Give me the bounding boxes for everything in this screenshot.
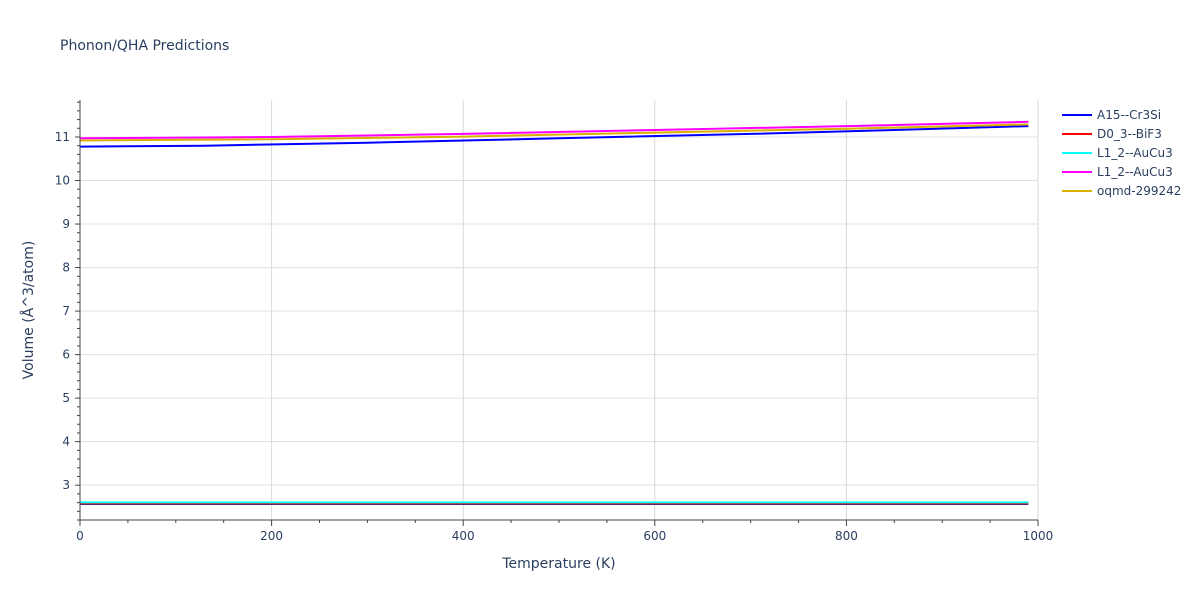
y-tick-label: 9 xyxy=(62,217,70,231)
x-tick-label: 400 xyxy=(452,529,475,543)
y-axis-title: Volume (Å^3/atom) xyxy=(20,241,37,380)
y-tick-label: 3 xyxy=(62,478,70,492)
legend-item[interactable]: L1_2--AuCu3 xyxy=(1062,165,1173,179)
x-tick-label: 200 xyxy=(260,529,283,543)
y-tick-label: 8 xyxy=(62,261,70,275)
x-axis-title: Temperature (K) xyxy=(501,556,615,572)
x-tick-label: 0 xyxy=(76,529,84,543)
y-tick-label: 4 xyxy=(62,435,70,449)
legend-label: L1_2--AuCu3 xyxy=(1097,146,1173,160)
series-line-1[interactable] xyxy=(79,125,1029,148)
legend-item[interactable]: oqmd-299242 xyxy=(1062,184,1181,198)
legend-label: L1_2--AuCu3 xyxy=(1097,165,1173,179)
legend-item[interactable]: D0_3--BiF3 xyxy=(1062,127,1162,141)
y-tick-label: 6 xyxy=(62,348,70,362)
grid xyxy=(80,100,1039,520)
legend-item[interactable]: L1_2--AuCu3 xyxy=(1062,146,1173,160)
legend[interactable]: A15--Cr3Si D0_3--BiF3 L1_2--AuCu3 L1_2--AuC… xyxy=(1062,108,1181,198)
y-tick-label: 7 xyxy=(62,304,70,318)
y-tick-label: 10 xyxy=(55,174,70,188)
series-line-4[interactable] xyxy=(79,120,1029,140)
plot-area[interactable] xyxy=(79,120,1029,505)
x-tick-label: 800 xyxy=(835,529,858,543)
legend-label: A15--Cr3Si xyxy=(1097,108,1161,122)
legend-label: D0_3--BiF3 xyxy=(1097,127,1162,141)
series-line-5[interactable] xyxy=(79,123,1029,142)
x-tick-label: 1000 xyxy=(1023,529,1054,543)
y-tick-label: 5 xyxy=(62,391,70,405)
x-tick-label: 600 xyxy=(643,529,666,543)
legend-item[interactable]: A15--Cr3Si xyxy=(1062,108,1161,122)
axes: 3 4 5 6 7 8 9 10 11 0 200 400 600 800 1000 xyxy=(55,100,1054,543)
legend-label: oqmd-299242 xyxy=(1097,184,1181,198)
chart-title: Phonon/QHA Predictions xyxy=(60,38,229,54)
y-tick-label: 11 xyxy=(55,130,70,144)
